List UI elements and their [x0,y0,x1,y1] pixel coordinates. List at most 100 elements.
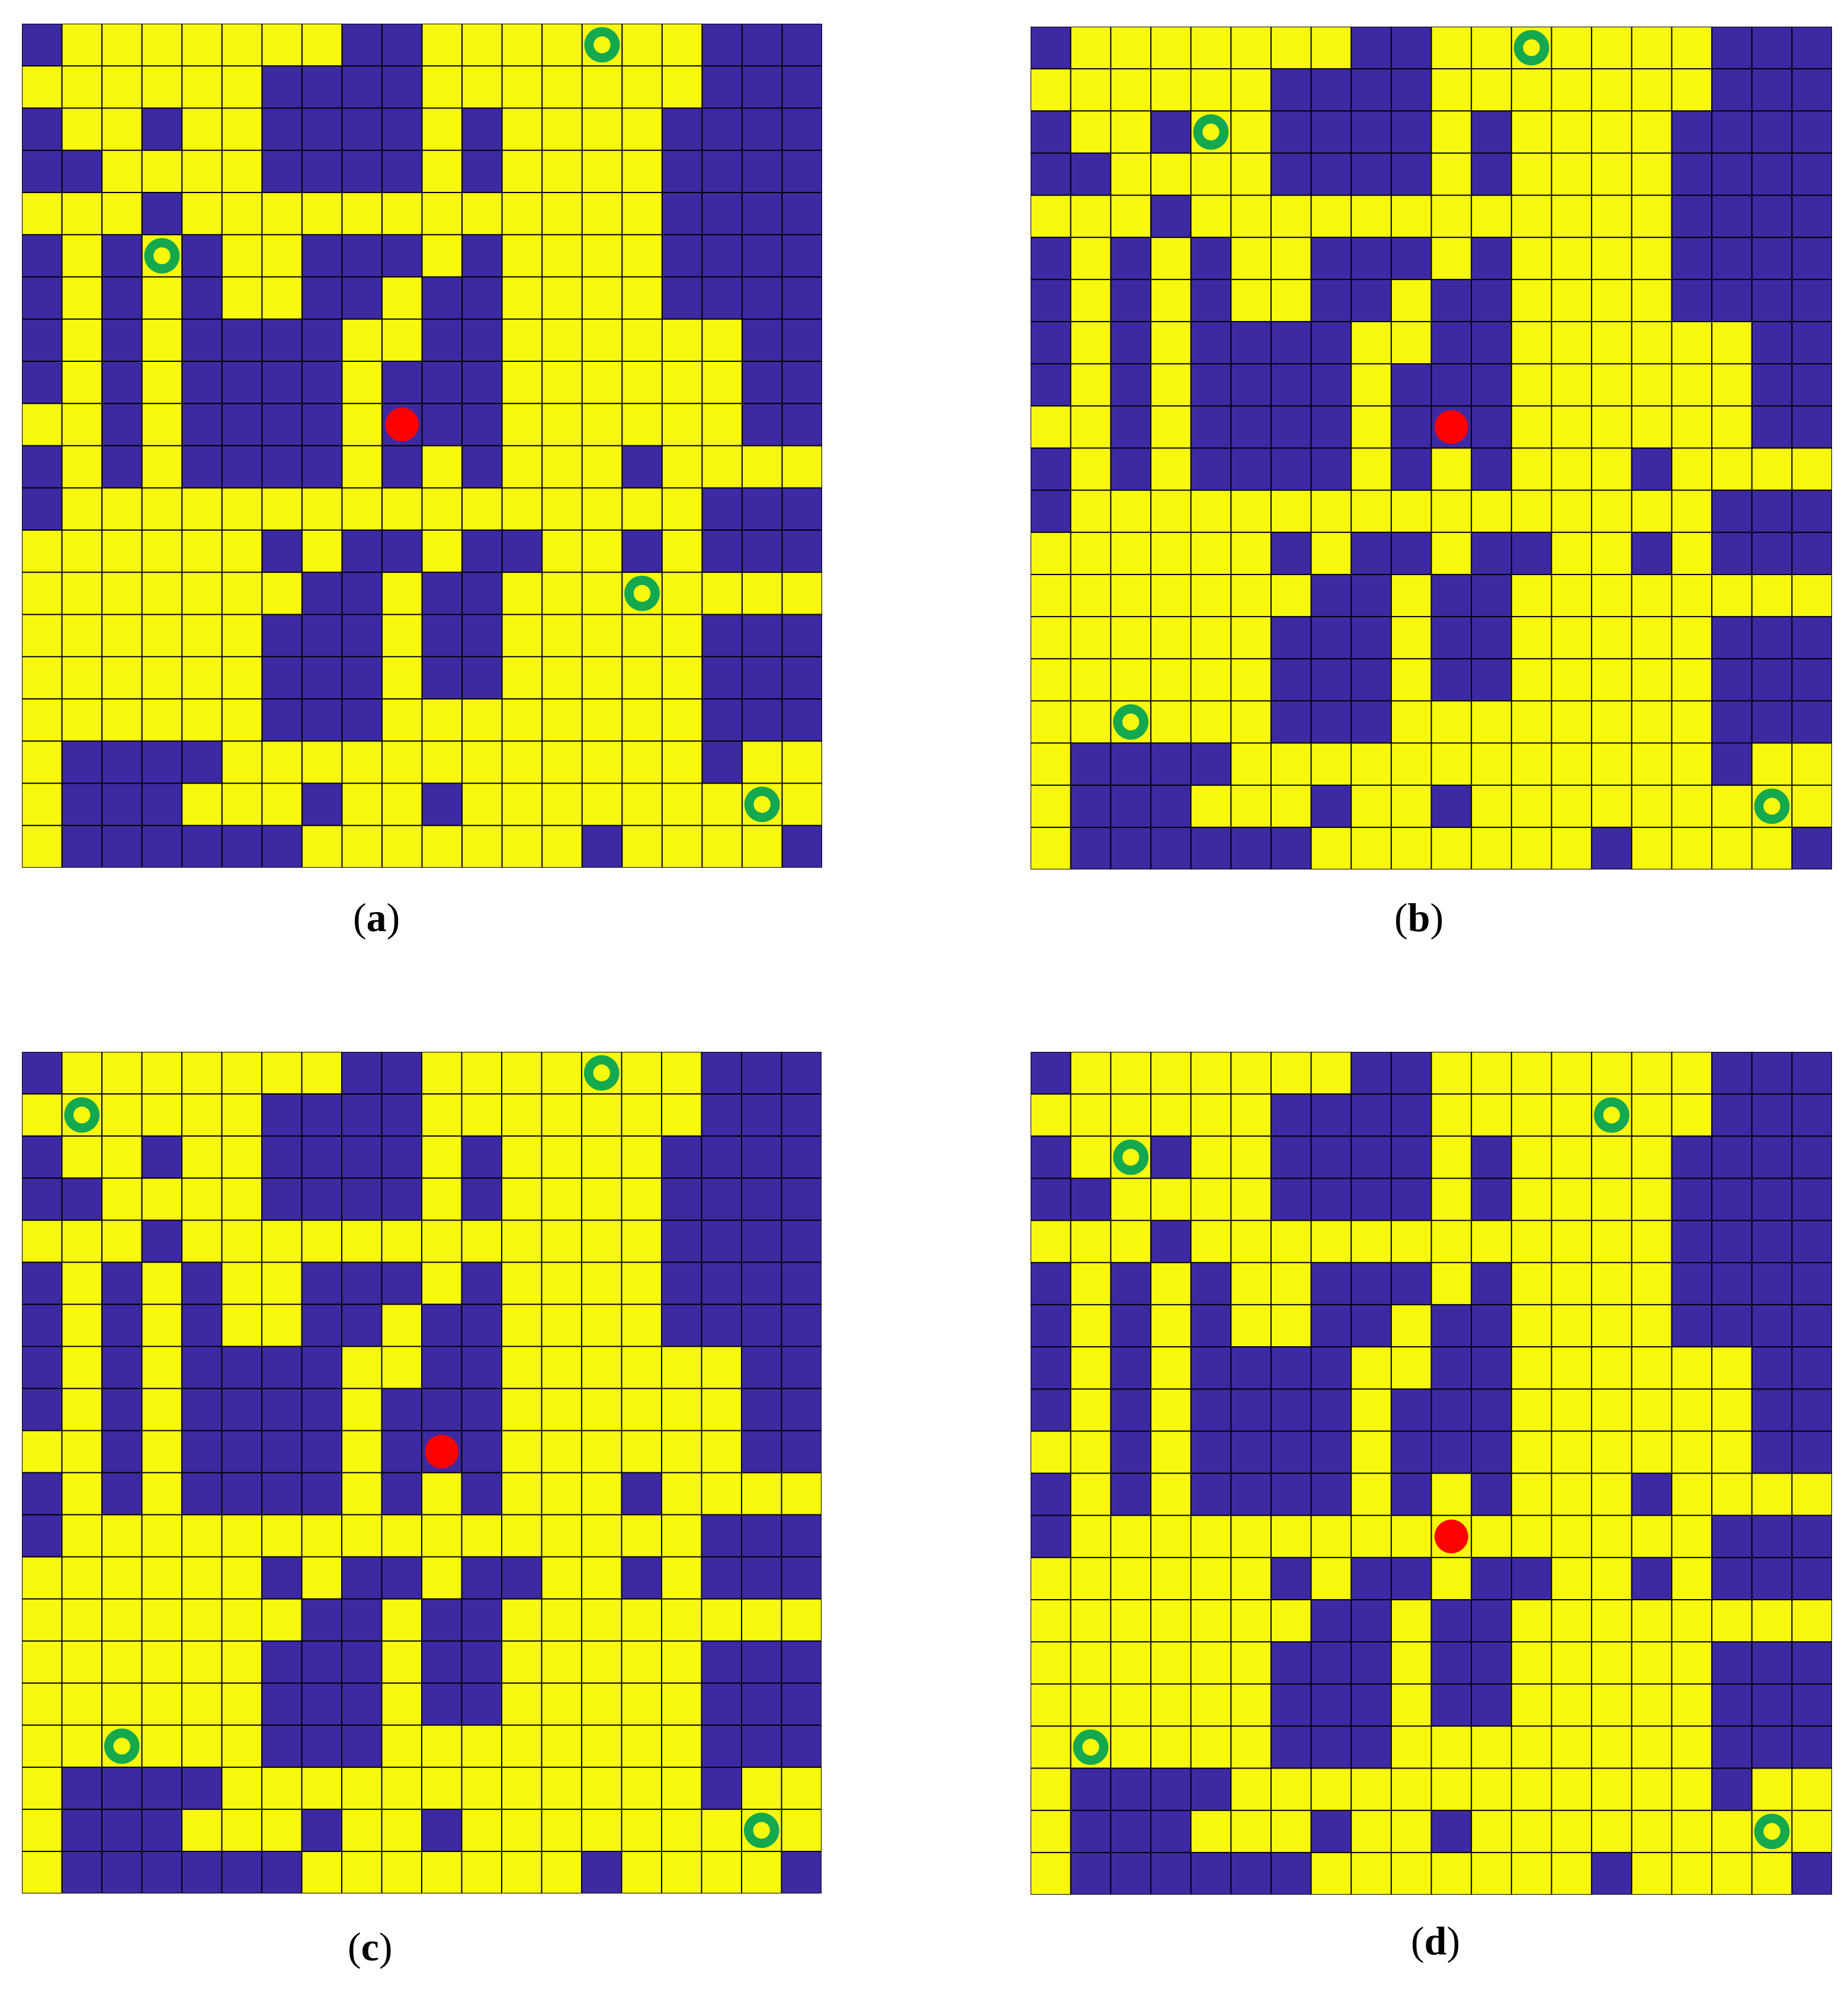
obstacle-cell [1751,617,1792,659]
free-cell [182,1178,223,1221]
obstacle-cell [462,656,503,699]
occupancy-grid-d [1031,1052,1832,1895]
free-cell [542,487,583,531]
free-cell [1551,322,1592,364]
free-cell [1431,1220,1472,1263]
free-cell [1551,1852,1592,1895]
free-cell [381,783,423,826]
free-cell [1551,406,1592,449]
free-cell [582,192,623,235]
obstacle-cell [1431,1810,1472,1853]
free-cell [1551,1684,1592,1726]
obstacle-cell [342,1556,383,1600]
free-cell [1511,1473,1552,1516]
free-cell [1631,1852,1672,1895]
obstacle-cell [1471,1642,1512,1684]
free-cell [1270,1599,1312,1642]
obstacle-cell [1751,1515,1792,1558]
free-cell [1712,364,1753,406]
free-cell [1792,448,1832,491]
obstacle-cell [22,108,63,151]
free-cell [142,403,182,447]
free-cell [62,1641,102,1684]
free-cell [1712,448,1753,491]
free-cell [1631,1810,1672,1853]
free-cell [742,1472,782,1516]
free-cell [622,825,663,868]
free-cell [301,487,342,531]
free-cell [1511,1852,1552,1895]
obstacle-cell [301,1262,342,1305]
obstacle-cell [1471,1473,1512,1516]
obstacle-cell [182,277,223,320]
free-cell [1792,574,1832,617]
free-cell [1231,659,1272,701]
free-cell [222,192,262,235]
free-cell [222,1683,262,1726]
free-cell [1150,1304,1192,1347]
free-cell [1391,617,1432,659]
free-cell [582,487,623,531]
free-cell [1231,1304,1272,1347]
free-cell [22,1725,63,1768]
free-cell [542,445,583,489]
free-cell [1712,1599,1753,1642]
free-cell [1031,659,1071,701]
free-cell [1270,1262,1312,1305]
free-cell [22,1683,63,1726]
obstacle-cell [1270,827,1312,869]
free-cell [1431,237,1472,280]
obstacle-cell [742,361,783,404]
free-cell [22,1641,63,1684]
free-cell [222,66,262,109]
free-cell [1592,69,1632,111]
obstacle-cell [1111,1473,1151,1516]
free-cell [1111,27,1151,69]
free-cell [502,1346,543,1389]
obstacle-cell [301,1599,342,1642]
obstacle-cell [1311,1178,1352,1221]
free-cell [461,1851,502,1893]
free-cell [1792,1473,1832,1516]
free-cell [542,108,583,151]
obstacle-cell [1751,701,1792,744]
free-cell [1231,701,1272,744]
free-cell [582,1388,623,1431]
obstacle-cell [1792,1262,1832,1305]
free-cell [662,741,702,784]
free-cell [1070,701,1111,744]
free-cell [102,614,143,657]
free-cell [1351,1473,1392,1516]
free-cell [1592,1599,1632,1642]
free-cell [662,1767,702,1810]
free-cell [461,1809,502,1852]
free-cell [1511,574,1552,617]
free-cell [1391,1599,1432,1642]
free-cell [1551,1052,1592,1094]
free-cell [102,150,143,193]
obstacle-cell [701,1304,742,1347]
obstacle-cell [1751,659,1792,701]
free-cell [461,1052,502,1094]
free-cell [422,1094,463,1137]
free-cell [1551,364,1592,406]
obstacle-cell [381,1556,422,1600]
obstacle-cell [1311,69,1352,111]
free-cell [1270,279,1312,322]
obstacle-cell [1270,1178,1312,1221]
free-cell [502,445,543,489]
free-cell [262,1052,303,1094]
free-cell [621,1388,662,1431]
free-cell [742,1599,782,1642]
obstacle-cell [22,1472,63,1516]
free-cell [541,1094,582,1137]
free-cell [1031,1642,1071,1684]
free-cell [1070,1642,1111,1684]
free-cell [182,656,223,699]
free-cell [381,1514,422,1558]
free-cell [701,1472,742,1516]
free-cell [582,1767,623,1810]
obstacle-cell [301,1346,342,1389]
obstacle-cell [1031,1052,1071,1094]
obstacle-cell [781,1220,822,1263]
